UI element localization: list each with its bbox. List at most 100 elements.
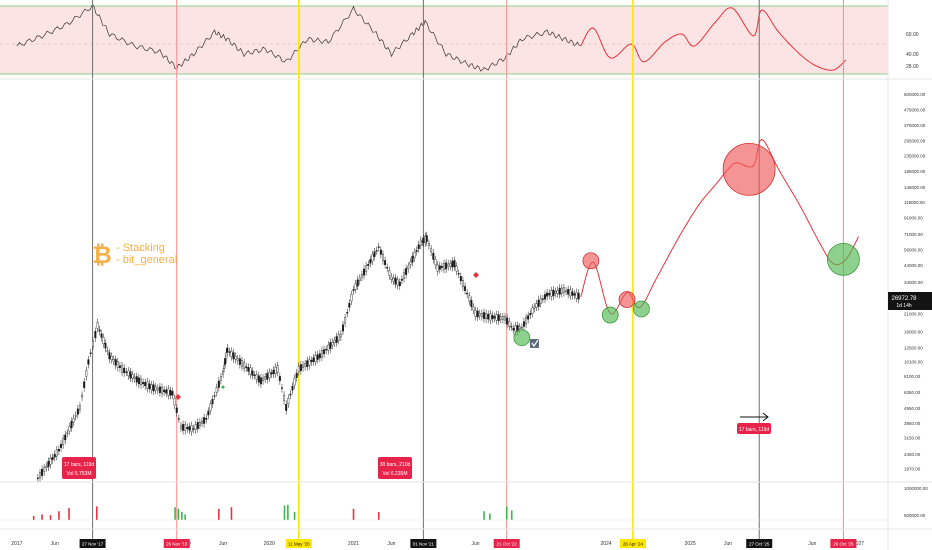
price-candle-body — [161, 387, 164, 394]
price-candle-body — [45, 465, 48, 468]
price-candle-body — [520, 327, 523, 329]
price-candle-body — [558, 287, 561, 295]
price-candle-body — [257, 375, 260, 383]
price-tick-label: 2450.00 — [904, 452, 921, 457]
volume-bar — [230, 507, 233, 520]
brand-label-stacking: - Stacking — [116, 242, 165, 254]
volume-tick-label: 500000.00 — [904, 513, 926, 518]
price-candle-body — [478, 313, 481, 316]
price-tick-label: 56000.00 — [904, 247, 923, 252]
price-candle-body — [177, 418, 180, 420]
price-candle-body — [541, 298, 544, 300]
svg-text:₿: ₿ — [92, 241, 112, 269]
sell-signal-icon — [473, 272, 479, 278]
price-candle-body — [403, 272, 406, 279]
price-candle-body — [225, 352, 228, 359]
price-candle-body — [114, 359, 117, 366]
date-badge — [619, 539, 646, 548]
price-candle-body — [411, 255, 414, 263]
price-candle-body — [497, 314, 500, 322]
price-candle-body — [560, 287, 563, 294]
price-candle-body — [365, 265, 368, 272]
price-candle-body — [108, 352, 111, 360]
price-candle-body — [518, 326, 521, 330]
price-candle-body — [491, 314, 494, 320]
brand-watermark: ₿ - Stacking - bit_general — [92, 241, 177, 269]
x-tick-label: Jun — [724, 541, 732, 547]
price-candle-body — [341, 324, 344, 332]
price-candle-body — [487, 314, 490, 320]
price-tick-label: 71000.00 — [904, 232, 923, 237]
price-candle-body — [436, 264, 439, 272]
price-candle-body — [78, 405, 81, 410]
price-candle-body — [144, 382, 147, 387]
price-candle-body — [142, 381, 145, 385]
price-candle-body — [184, 424, 187, 431]
date-badge — [163, 539, 190, 548]
volume-bar — [181, 512, 183, 520]
date-badge-label: 21 Oct '22 — [497, 542, 518, 547]
volume-bar — [177, 508, 180, 520]
price-candle-body — [123, 367, 126, 374]
price-candle-body — [201, 420, 204, 424]
volume-bar — [352, 508, 355, 520]
price-candle-body — [388, 270, 391, 276]
price-candle-body — [112, 359, 115, 362]
price-candle-body — [87, 359, 90, 365]
annotation-box-2: 30 bars, 210d Vol 6.235M — [378, 457, 412, 479]
price-candle-body — [573, 293, 576, 296]
price-candle-body — [243, 362, 246, 369]
price-candle-body — [121, 365, 124, 373]
price-candle-body — [196, 422, 199, 429]
price-candle-body — [240, 360, 243, 367]
price-candle-body — [230, 351, 233, 357]
price-candle-body — [139, 378, 142, 386]
price-candle-body — [92, 341, 95, 347]
price-tick-label: 8100.00 — [904, 374, 921, 379]
volume-bar — [68, 508, 70, 520]
x-tick-label: 2027 — [853, 541, 864, 547]
volume-bar — [218, 508, 220, 520]
annotation-1-line1: 17 bars, 119d — [64, 462, 94, 468]
price-candle-body — [472, 306, 475, 311]
price-candle-body — [64, 434, 67, 441]
volume-tick-label: 1000000.00 — [904, 486, 928, 491]
price-candle-body — [464, 286, 467, 291]
price-candle-body — [291, 385, 294, 391]
price-candle-body — [55, 449, 58, 457]
price-candle-body — [531, 307, 534, 314]
price-candle-body — [316, 354, 319, 360]
price-candle-body — [94, 331, 97, 339]
price-candle-body — [325, 349, 328, 351]
price-candle-body — [135, 376, 138, 383]
price-candle-body — [386, 267, 389, 269]
price-candle-body — [425, 235, 428, 242]
price-tick-label: 21000.00 — [904, 311, 923, 316]
price-candle-body — [413, 252, 416, 259]
price-candle-body — [548, 292, 551, 296]
price-candle-body — [468, 295, 471, 302]
price-candle-body — [287, 398, 290, 404]
buy-signal-icon: ✦ — [220, 383, 227, 392]
price-candle-body — [60, 443, 63, 448]
price-candle-body — [510, 326, 513, 328]
price-candle-body — [285, 404, 288, 411]
price-candle-body — [512, 328, 515, 331]
price-candle-body — [430, 248, 433, 253]
annotation-3-line1: 17 bars, 119d — [739, 427, 769, 433]
price-candle-body — [556, 290, 559, 294]
price-candle-body — [68, 426, 71, 432]
price-candle-body — [440, 266, 443, 268]
price-candle-body — [148, 383, 151, 389]
price-badge: 26972.78 1d 14h — [888, 292, 932, 310]
rsi-band — [0, 6, 888, 74]
price-candle-body — [192, 428, 195, 430]
price-candle-body — [337, 334, 340, 341]
volume-bar — [184, 514, 186, 520]
price-candle-body — [264, 376, 267, 380]
price-candle-body — [575, 292, 578, 299]
price-candle-body — [369, 259, 372, 264]
volume-bar — [283, 505, 286, 520]
price-candle-body — [577, 292, 580, 300]
